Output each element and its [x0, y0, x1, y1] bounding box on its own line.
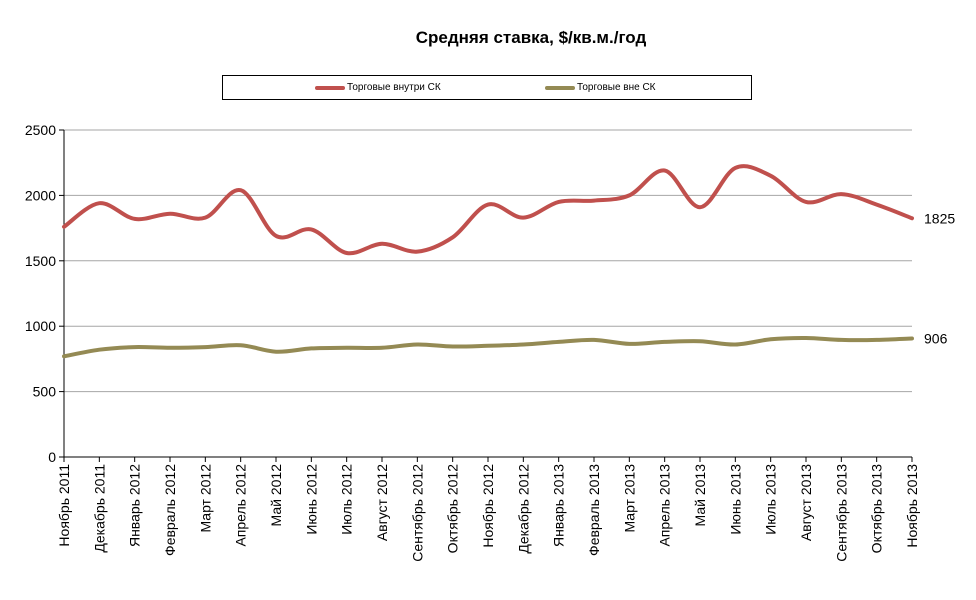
x-tick-label: Октябрь 2013 — [869, 464, 885, 554]
y-tick-label: 500 — [33, 384, 57, 400]
x-tick-label: Февраль 2012 — [162, 464, 178, 556]
legend-item-series-1: Торговые внутри СК — [315, 76, 441, 99]
x-tick-label: Май 2013 — [692, 464, 708, 527]
legend-swatch-series-2 — [545, 85, 575, 90]
x-tick-label: Июль 2013 — [763, 464, 779, 535]
x-tick-label: Сентябрь 2012 — [409, 464, 425, 562]
x-tick-label: Декабрь 2012 — [515, 464, 531, 554]
x-tick-label: Январь 2012 — [127, 464, 143, 547]
end-value-label-series-2: 906 — [924, 330, 948, 346]
x-tick-label: Май 2012 — [268, 464, 284, 527]
x-tick-label: Июль 2012 — [339, 464, 355, 535]
x-tick-label: Март 2013 — [621, 464, 637, 533]
legend-item-series-2: Торговые вне СК — [545, 76, 656, 99]
y-tick-label: 2500 — [25, 122, 56, 138]
y-tick-label: 1500 — [25, 253, 56, 269]
end-value-label-series-1: 1825 — [924, 210, 955, 226]
y-tick-label: 1000 — [25, 318, 56, 334]
x-tick-label: Март 2012 — [197, 464, 213, 533]
x-tick-label: Октябрь 2012 — [445, 464, 461, 554]
x-tick-label: Август 2012 — [374, 464, 390, 541]
x-tick-label: Июнь 2013 — [727, 464, 743, 535]
y-tick-label: 2000 — [25, 187, 56, 203]
legend-swatch-series-1 — [315, 85, 345, 90]
x-tick-label: Июнь 2012 — [303, 464, 319, 535]
series-line-2 — [62, 335, 914, 359]
x-tick-label: Декабрь 2011 — [91, 464, 107, 553]
series-line-1 — [62, 164, 914, 256]
chart-title: Средняя ставка, $/кв.м./год — [415, 28, 647, 47]
y-tick-label: 0 — [48, 449, 56, 465]
x-tick-label: Ноябрь 2012 — [480, 464, 496, 548]
legend-label-series-2: Торговые вне СК — [577, 82, 656, 93]
x-tick-label: Сентябрь 2013 — [833, 464, 849, 562]
legend-label-series-1: Торговые внутри СК — [347, 82, 441, 93]
x-tick-label: Январь 2013 — [551, 464, 567, 547]
legend: Торговые внутри СК Торговые вне СК — [222, 75, 752, 100]
x-tick-label: Август 2013 — [798, 464, 814, 541]
x-tick-label: Апрель 2012 — [233, 464, 249, 547]
x-tick-label: Февраль 2013 — [586, 464, 602, 556]
x-tick-label: Ноябрь 2013 — [904, 464, 920, 548]
x-tick-label: Апрель 2013 — [657, 464, 673, 547]
x-tick-label: Ноябрь 2011 — [56, 464, 72, 547]
